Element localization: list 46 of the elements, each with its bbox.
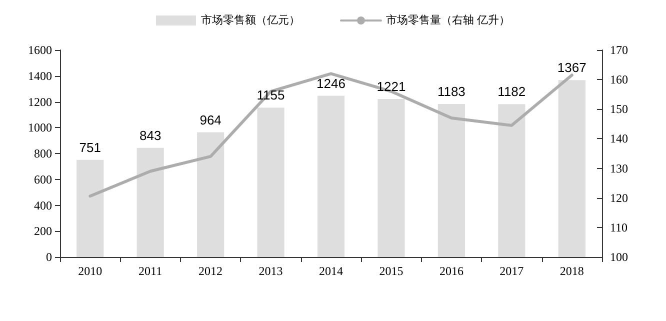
data-label: 1246	[316, 76, 346, 91]
y2-tick-label: 110	[610, 220, 628, 234]
data-label: 1183	[437, 84, 466, 99]
y2-tick-label: 170	[610, 43, 628, 57]
y-tick-label: 200	[34, 224, 52, 238]
y-tick-label: 1400	[28, 68, 52, 83]
y-tick-label: 600	[34, 172, 52, 186]
y-tick-label: 1200	[28, 94, 52, 109]
bar	[558, 80, 586, 257]
legend-label: 市场零售额（亿元）	[200, 14, 300, 26]
y-tick-label: 400	[34, 198, 52, 212]
y2-tick-label: 100	[610, 250, 628, 264]
data-label: 751	[79, 140, 101, 155]
x-tick-label: 2011	[138, 264, 162, 278]
bar	[257, 108, 284, 257]
y2-tick-label: 120	[610, 190, 628, 205]
bar	[197, 132, 224, 257]
y2-tick-label: 130	[610, 161, 628, 176]
data-label: 964	[200, 112, 222, 128]
y-tick-label: 1600	[28, 43, 52, 57]
x-tick-label: 2015	[379, 264, 404, 278]
bar	[136, 148, 164, 257]
data-label: 843	[139, 128, 162, 143]
x-tick-label: 2016	[439, 264, 464, 278]
x-tick-label: 2018	[560, 264, 584, 278]
data-label: 1367	[557, 60, 586, 76]
bar	[498, 104, 526, 257]
x-tick-label: 2017	[500, 264, 524, 278]
y-tick-label: 800	[34, 146, 52, 160]
y2-tick-label: 160	[610, 72, 628, 87]
bar	[438, 104, 465, 257]
y2-tick-label: 150	[610, 102, 628, 116]
y-tick-label: 0	[46, 250, 52, 264]
x-tick-label: 2013	[258, 264, 283, 278]
data-label: 1155	[256, 88, 285, 103]
data-label: 1182	[498, 84, 526, 100]
bar	[378, 99, 405, 257]
bar	[76, 160, 104, 257]
x-tick-label: 2010	[78, 264, 102, 278]
data-label: 1221	[376, 79, 406, 94]
x-tick-label: 2012	[198, 264, 223, 278]
y-tick-label: 1000	[28, 120, 52, 135]
bar	[317, 96, 345, 257]
x-tick-label: 2014	[319, 264, 343, 278]
y2-tick-label: 140	[610, 132, 628, 146]
legend-label: 市场零售量（右轴 亿升）	[386, 14, 510, 26]
